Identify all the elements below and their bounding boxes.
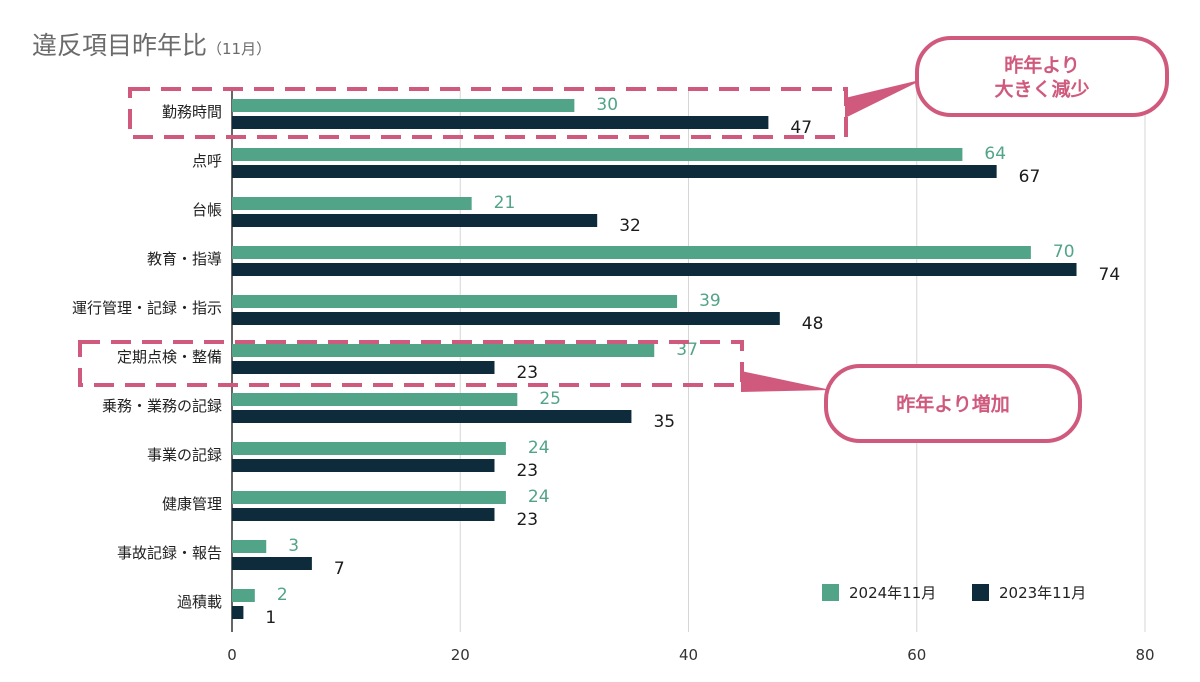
value-label-2024: 24 [528,438,550,458]
callout-bubble [824,364,1082,443]
value-label-2023: 32 [619,216,641,236]
value-label-2023: 23 [516,461,538,481]
value-label-2024: 2 [277,585,288,605]
bar-2024 [232,99,575,112]
value-label-2023: 23 [516,363,538,383]
highlight-box [128,87,848,139]
x-tick-label: 0 [227,646,237,664]
bar-2024 [232,295,678,308]
bar-2024 [232,148,963,161]
value-label-2024: 21 [494,193,516,213]
category-label: 勤務時間 [162,103,222,121]
bar-2024 [232,491,506,504]
callout-pointer [845,79,924,118]
bar-2023 [232,557,312,570]
bar-2023 [232,508,495,521]
bar-2023 [232,312,780,325]
bar-2023 [232,165,997,178]
value-label-2023: 1 [265,608,276,628]
legend-label-2023: 2023年11月 [999,584,1086,602]
value-label-2023: 23 [516,510,538,530]
value-label-2024: 25 [539,389,561,409]
value-label-2023: 74 [1099,265,1121,285]
bar-2023 [232,116,769,129]
value-label-2023: 7 [334,559,345,579]
value-label-2024: 70 [1053,242,1075,262]
bar-2023 [232,214,598,227]
bar-2023 [232,410,632,423]
value-label-2024: 39 [699,291,721,311]
bar-2024 [232,246,1031,259]
callout-text: 昨年より [1004,54,1080,77]
category-label: 台帳 [192,201,222,219]
highlight-box [78,340,744,387]
x-tick-label: 20 [451,646,470,664]
value-label-2023: 35 [653,412,675,432]
chart-subtitle: （11月） [207,40,272,58]
value-label-2024: 24 [528,487,550,507]
bar-2024 [232,540,267,553]
bar-2024 [232,393,518,406]
bar-2023 [232,263,1077,276]
x-tick-label: 60 [907,646,926,664]
value-label-2023: 48 [802,314,824,334]
bar-2023 [232,459,495,472]
legend-swatch-2024 [822,584,839,601]
callout-text: 昨年より増加 [896,393,1010,416]
value-label-2024: 64 [984,144,1006,164]
chart-title-block: 違反項目昨年比（11月） [32,26,271,62]
bar-2023 [232,606,244,619]
category-label: 過積載 [177,593,222,611]
bar-2024 [232,344,655,357]
x-tick-label: 80 [1135,646,1154,664]
category-label: 定期点検・整備 [117,348,222,366]
value-label-2024: 3 [288,536,299,556]
callout-pointer [741,371,831,392]
bar-2024 [232,197,472,210]
value-label-2023: 47 [790,118,812,138]
x-tick-label: 40 [679,646,698,664]
callout-text: 大きく減少 [994,78,1089,101]
legend-label-2024: 2024年11月 [849,584,936,602]
value-label-2023: 67 [1019,167,1041,187]
category-label: 事故記録・報告 [117,544,222,562]
chart-title: 違反項目昨年比 [32,31,208,60]
bar-2023 [232,361,495,374]
callout-bubble [915,36,1169,117]
category-label: 乗務・業務の記録 [102,397,222,415]
category-label: 健康管理 [162,495,222,513]
category-label: 運行管理・記録・指示 [72,299,222,317]
category-label: 事業の記録 [147,446,222,464]
category-label: 点呼 [192,152,222,170]
value-label-2024: 37 [676,340,698,360]
category-label: 教育・指導 [147,250,222,268]
bar-2024 [232,442,506,455]
bar-2024 [232,589,255,602]
legend-swatch-2023 [972,584,989,601]
value-label-2024: 30 [596,95,618,115]
